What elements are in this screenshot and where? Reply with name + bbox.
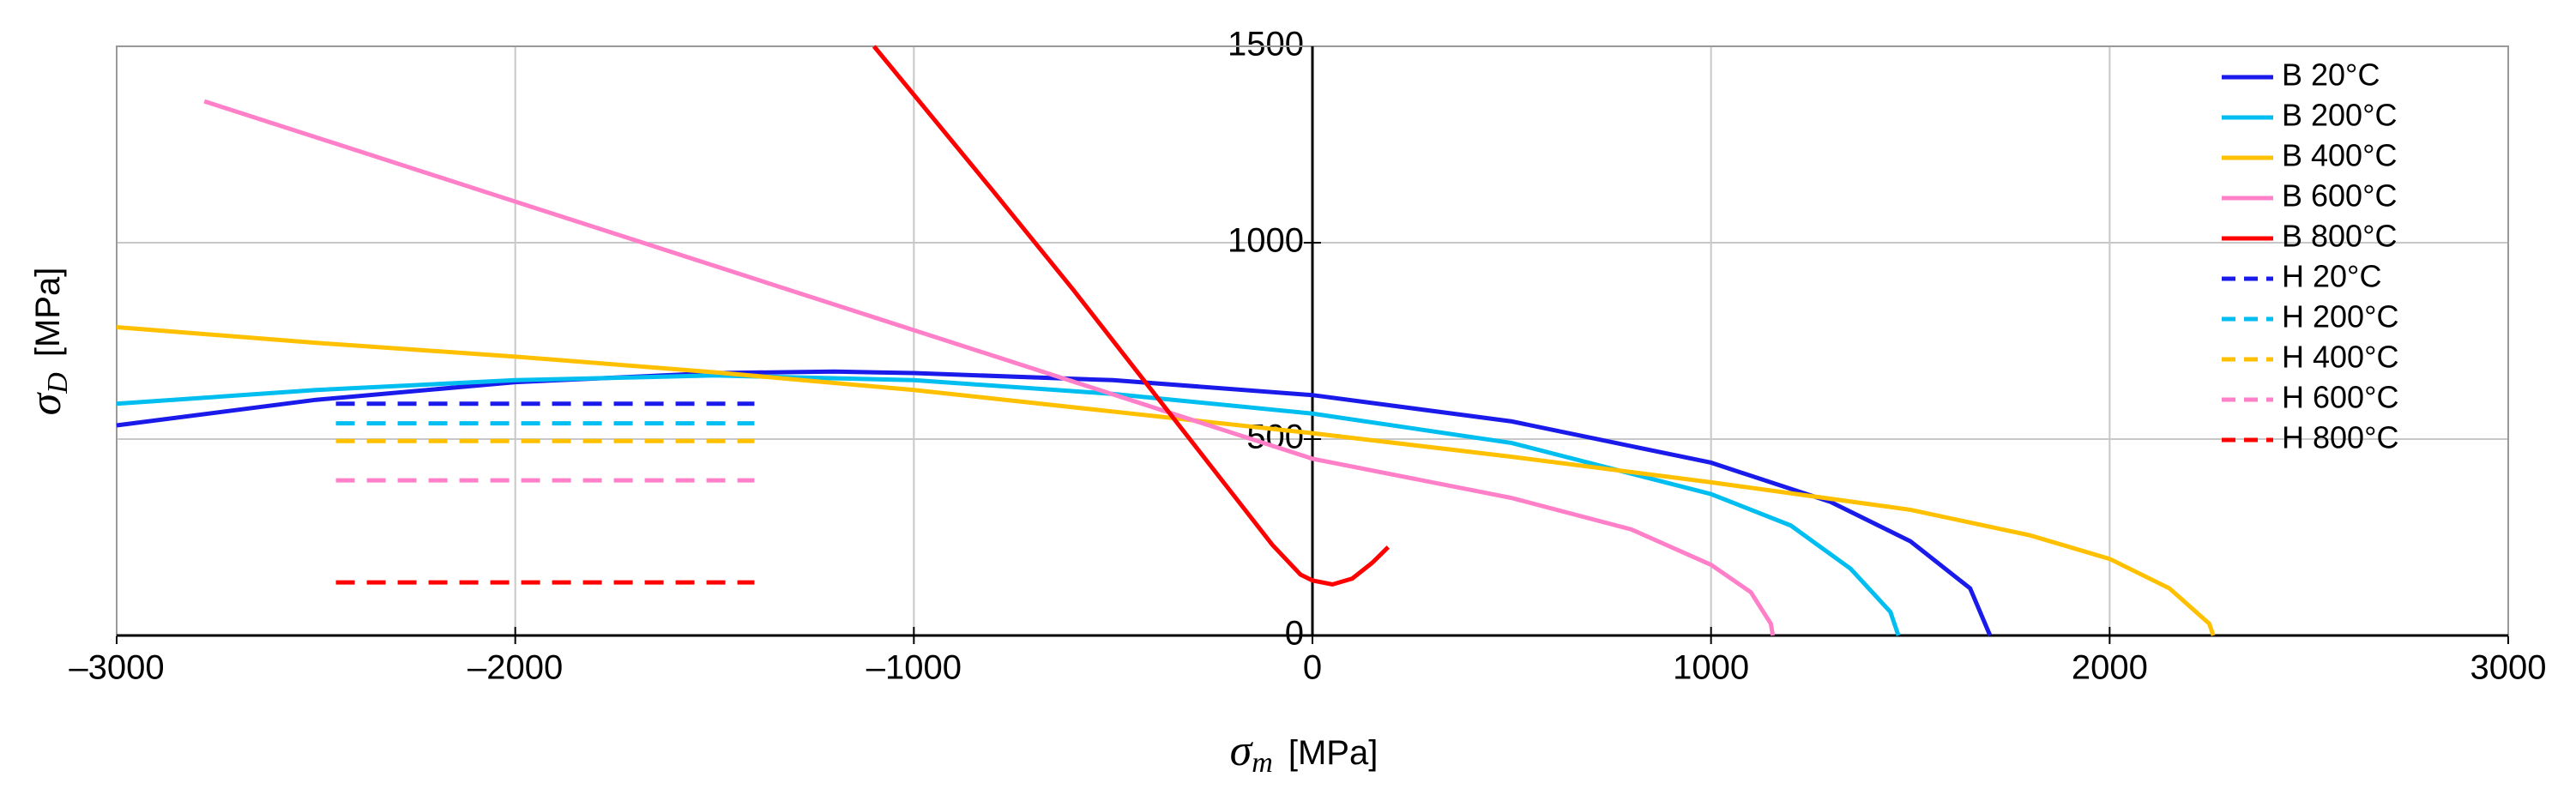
y-tick-label: 0 xyxy=(1285,615,1304,653)
x-label-subscript: m xyxy=(1252,747,1273,779)
legend-label: H 800°C xyxy=(2282,420,2398,455)
y-label-subscript: D xyxy=(42,372,74,394)
x-tick-label: 1000 xyxy=(1673,649,1749,687)
y-axis-label: σD [MPa] xyxy=(21,268,74,416)
legend-label: B 800°C xyxy=(2282,219,2397,254)
x-tick-label: 2000 xyxy=(2072,649,2148,687)
x-label-symbol: σ xyxy=(1230,726,1254,775)
legend-label: H 200°C xyxy=(2282,299,2398,334)
x-axis-label: σm [MPa] xyxy=(1230,726,1378,779)
x-tick-label: 0 xyxy=(1303,649,1322,687)
series-line xyxy=(872,45,1391,587)
x-tick-label: –1000 xyxy=(866,649,962,687)
x-tick-label: 3000 xyxy=(2470,649,2547,687)
series-line xyxy=(116,324,2216,636)
legend-label: H 400°C xyxy=(2282,340,2398,375)
legend-label: H 600°C xyxy=(2282,380,2398,415)
y-label-symbol: σ xyxy=(21,391,70,415)
legend-label: H 20°C xyxy=(2282,259,2381,294)
x-tick-label: –2000 xyxy=(468,649,563,687)
x-tick-label: –3000 xyxy=(69,649,164,687)
legend-label: B 20°C xyxy=(2282,57,2380,93)
x-label-unit: [MPa] xyxy=(1288,734,1378,772)
series-line xyxy=(116,369,1993,636)
legend: B 20°C B 200°C B 400°C B 600°C B 800°C H 20°C… xyxy=(2222,57,2398,455)
y-tick-label: 500 xyxy=(1246,419,1304,456)
y-tick-label: 1000 xyxy=(1228,222,1304,260)
y-label-unit: [MPa] xyxy=(29,268,67,357)
series-line xyxy=(116,373,1901,636)
y-tick-label: 1500 xyxy=(1228,26,1304,63)
legend-label: B 200°C xyxy=(2282,98,2397,133)
legend-label: B 400°C xyxy=(2282,138,2397,173)
legend-label: B 600°C xyxy=(2282,178,2397,214)
series-line xyxy=(203,99,1776,636)
